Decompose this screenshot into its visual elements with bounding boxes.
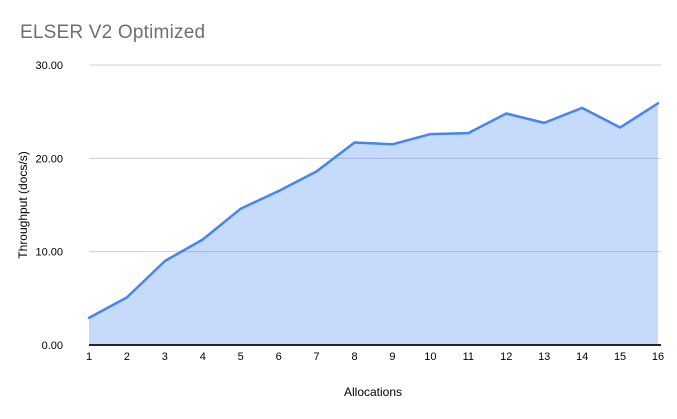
x-axis-tick-label: 9: [389, 351, 395, 363]
y-axis-tick-label: 0.00: [42, 340, 63, 352]
y-axis-tick-label: 20.00: [35, 153, 63, 165]
x-axis-tick-label: 11: [463, 351, 474, 363]
x-axis-tick-label: 16: [652, 351, 664, 363]
x-axis-tick-label: 4: [200, 351, 206, 363]
y-axis-tick-label: 30.00: [35, 60, 63, 72]
x-axis-tick-label: 5: [238, 351, 244, 363]
chart-title: ELSER V2 Optimized: [20, 22, 206, 43]
area-fill: [89, 103, 658, 345]
gridlines-layer: [89, 64, 661, 253]
series-layer: [87, 102, 660, 345]
x-axis-tick-label: 15: [614, 351, 626, 363]
x-axis-tick-label: 14: [576, 351, 588, 363]
x-axis-tick-label: 2: [124, 351, 130, 363]
x-axis-tick-label: 6: [276, 351, 282, 363]
x-axis-tick-labels: 1 2 3 4 5 6 7 8 9 10 11 12 13 14 15 16: [86, 351, 664, 363]
y-axis-title: Throughput (docs/s): [16, 151, 30, 258]
x-axis-tick-label: 12: [500, 351, 512, 363]
x-axis-tick-label: 8: [351, 351, 357, 363]
x-axis-tick-label: 13: [538, 351, 550, 363]
x-axis-tick-label: 3: [162, 351, 168, 363]
x-axis-title: Allocations: [344, 385, 402, 399]
series-line: [87, 102, 660, 320]
y-axis-tick-label: 10.00: [35, 247, 63, 259]
x-axis-tick-label: 10: [424, 351, 436, 363]
y-axis-tick-labels: 0.00 10.00 20.00 30.00: [35, 60, 63, 352]
x-axis-tick-label: 7: [314, 351, 320, 363]
x-axis-tick-label: 1: [86, 351, 92, 363]
